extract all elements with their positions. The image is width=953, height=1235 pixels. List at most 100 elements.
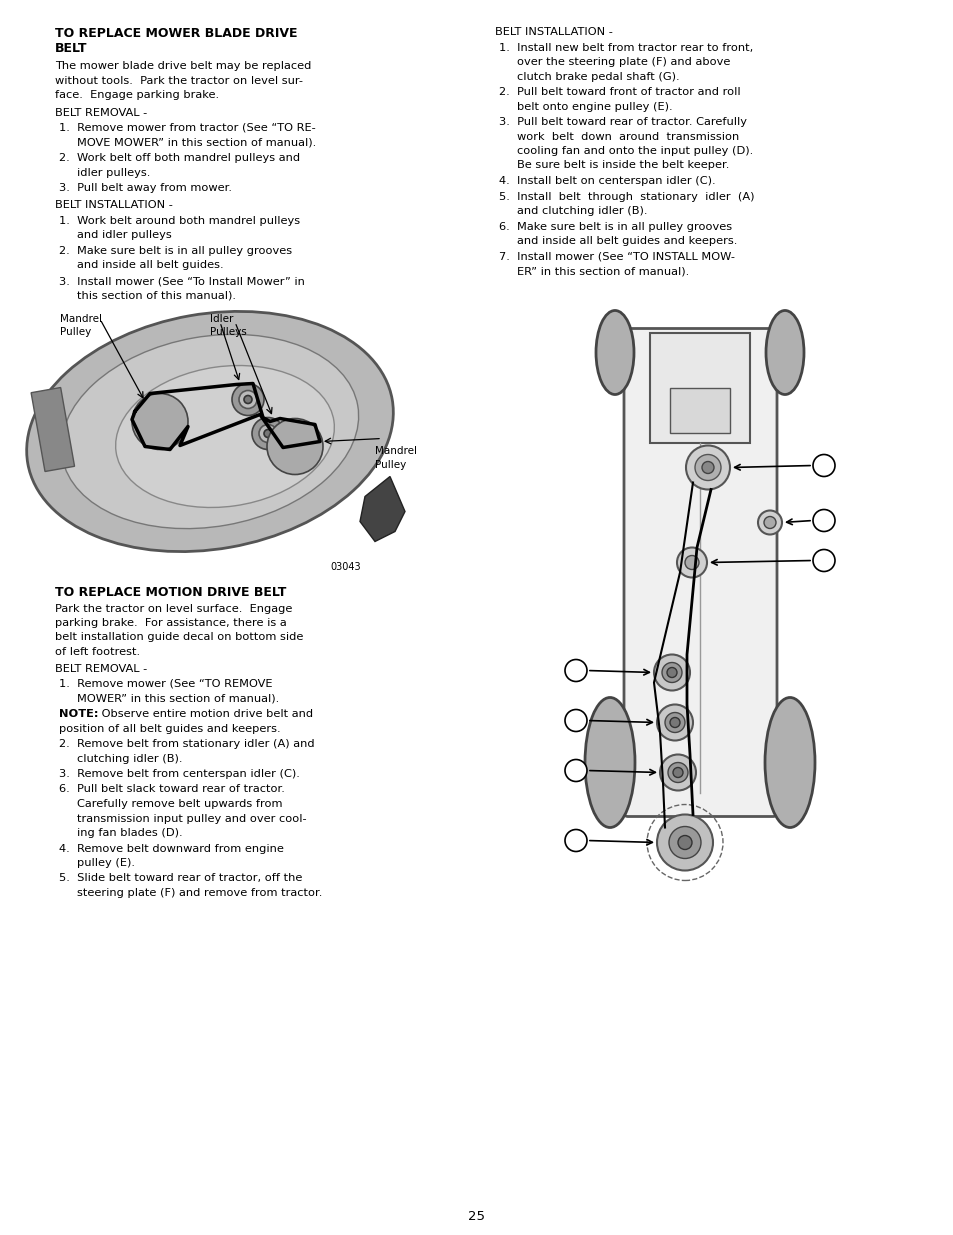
Circle shape xyxy=(678,836,691,850)
Ellipse shape xyxy=(27,311,393,552)
Circle shape xyxy=(564,830,586,851)
Circle shape xyxy=(264,430,272,437)
Text: clutch brake pedal shaft (G).: clutch brake pedal shaft (G). xyxy=(517,72,679,82)
Circle shape xyxy=(812,550,834,572)
Circle shape xyxy=(672,767,682,778)
Text: clutching idler (B).: clutching idler (B). xyxy=(77,753,182,763)
Text: belt installation guide decal on bottom side: belt installation guide decal on bottom … xyxy=(55,632,303,642)
Bar xyxy=(649,332,749,442)
Circle shape xyxy=(657,704,692,741)
Text: BELT: BELT xyxy=(55,42,88,56)
Circle shape xyxy=(152,414,168,430)
Text: 2.  Remove belt from stationary idler (A) and: 2. Remove belt from stationary idler (A)… xyxy=(59,739,314,748)
Text: without tools.  Park the tractor on level sur-: without tools. Park the tractor on level… xyxy=(55,75,303,85)
Text: 6.  Make sure belt is in all pulley grooves: 6. Make sure belt is in all pulley groov… xyxy=(498,221,731,231)
Text: F: F xyxy=(820,551,826,564)
Text: Mandrel: Mandrel xyxy=(375,447,416,457)
Text: of left footrest.: of left footrest. xyxy=(55,647,140,657)
Text: ER” in this section of manual).: ER” in this section of manual). xyxy=(517,266,688,275)
Text: over the steering plate (F) and above: over the steering plate (F) and above xyxy=(517,57,730,67)
Text: 2.  Work belt off both mandrel pulleys and: 2. Work belt off both mandrel pulleys an… xyxy=(59,153,300,163)
Circle shape xyxy=(142,404,178,440)
Circle shape xyxy=(239,390,256,409)
Circle shape xyxy=(564,709,586,731)
Text: G: G xyxy=(819,511,828,524)
Text: cooling fan and onto the input pulley (D).: cooling fan and onto the input pulley (D… xyxy=(517,146,753,156)
Text: 3.  Pull belt away from mower.: 3. Pull belt away from mower. xyxy=(59,183,232,193)
Text: TO REPLACE MOWER BLADE DRIVE: TO REPLACE MOWER BLADE DRIVE xyxy=(55,27,297,40)
Circle shape xyxy=(287,438,303,454)
Text: MOVE MOWER” in this section of manual).: MOVE MOWER” in this section of manual). xyxy=(77,137,315,147)
Text: TO REPLACE MOTION DRIVE BELT: TO REPLACE MOTION DRIVE BELT xyxy=(55,585,286,599)
Text: and idler pulleys: and idler pulleys xyxy=(77,231,172,241)
Text: The mower blade drive belt may be replaced: The mower blade drive belt may be replac… xyxy=(55,61,311,70)
Text: BELT REMOVAL -: BELT REMOVAL - xyxy=(55,663,147,673)
Text: 4.  Install belt on centerspan idler (C).: 4. Install belt on centerspan idler (C). xyxy=(498,177,715,186)
Text: Pulleys: Pulleys xyxy=(210,327,247,337)
Text: A: A xyxy=(572,661,579,674)
Ellipse shape xyxy=(765,310,803,394)
Text: 1.  Remove mower (See “TO REMOVE: 1. Remove mower (See “TO REMOVE xyxy=(59,679,273,689)
Text: transmission input pulley and over cool-: transmission input pulley and over cool- xyxy=(77,814,306,824)
Circle shape xyxy=(701,462,713,473)
Circle shape xyxy=(677,547,706,578)
Text: 1.  Work belt around both mandrel pulleys: 1. Work belt around both mandrel pulleys xyxy=(59,216,300,226)
Circle shape xyxy=(157,419,163,425)
Circle shape xyxy=(685,446,729,489)
Ellipse shape xyxy=(584,698,635,827)
Circle shape xyxy=(292,443,297,450)
Ellipse shape xyxy=(764,698,814,827)
Text: Be sure belt is inside the belt keeper.: Be sure belt is inside the belt keeper. xyxy=(517,161,729,170)
Circle shape xyxy=(252,417,284,450)
Text: 1.  Install new belt from tractor rear to front,: 1. Install new belt from tractor rear to… xyxy=(498,42,753,53)
Text: idler pulleys.: idler pulleys. xyxy=(77,168,151,178)
Text: Pulley: Pulley xyxy=(60,327,91,337)
Text: and inside all belt guides.: and inside all belt guides. xyxy=(77,261,223,270)
Text: Park the tractor on level surface.  Engage: Park the tractor on level surface. Engag… xyxy=(55,604,292,614)
Text: 5.  Slide belt toward rear of tractor, off the: 5. Slide belt toward rear of tractor, of… xyxy=(59,873,302,883)
Text: 7.  Install mower (See “TO INSTALL MOW-: 7. Install mower (See “TO INSTALL MOW- xyxy=(498,252,734,262)
Text: and clutching idler (B).: and clutching idler (B). xyxy=(517,206,647,216)
Text: E: E xyxy=(816,462,825,474)
Circle shape xyxy=(669,718,679,727)
Circle shape xyxy=(666,667,677,678)
Text: Carefully remove belt upwards from: Carefully remove belt upwards from xyxy=(77,799,282,809)
Text: steering plate (F) and remove from tractor.: steering plate (F) and remove from tract… xyxy=(77,888,322,898)
Text: ing fan blades (D).: ing fan blades (D). xyxy=(77,827,182,839)
Bar xyxy=(669,388,729,432)
Bar xyxy=(31,388,74,472)
Text: this section of this manual).: this section of this manual). xyxy=(77,290,235,300)
Ellipse shape xyxy=(115,366,334,508)
Circle shape xyxy=(267,419,323,474)
Text: BELT INSTALLATION -: BELT INSTALLATION - xyxy=(55,200,172,210)
Circle shape xyxy=(758,510,781,535)
Ellipse shape xyxy=(61,335,358,529)
Circle shape xyxy=(654,655,689,690)
Text: 03043: 03043 xyxy=(330,562,360,572)
Text: C: C xyxy=(571,761,579,774)
Text: 5.  Install  belt  through  stationary  idler  (A): 5. Install belt through stationary idler… xyxy=(498,191,754,201)
Text: Pulley: Pulley xyxy=(375,459,406,469)
Circle shape xyxy=(664,713,684,732)
Text: face.  Engage parking brake.: face. Engage parking brake. xyxy=(55,90,219,100)
Text: BELT REMOVAL -: BELT REMOVAL - xyxy=(55,107,147,117)
Circle shape xyxy=(667,762,687,783)
Circle shape xyxy=(812,454,834,477)
Text: MOWER” in this section of manual).: MOWER” in this section of manual). xyxy=(77,694,279,704)
Circle shape xyxy=(564,659,586,682)
Circle shape xyxy=(668,826,700,858)
Text: 3.  Pull belt toward rear of tractor. Carefully: 3. Pull belt toward rear of tractor. Car… xyxy=(498,117,746,127)
Text: and inside all belt guides and keepers.: and inside all belt guides and keepers. xyxy=(517,236,737,246)
Text: belt onto engine pulley (E).: belt onto engine pulley (E). xyxy=(517,101,672,111)
Text: B: B xyxy=(572,711,579,724)
Circle shape xyxy=(659,755,696,790)
Circle shape xyxy=(657,815,712,871)
Text: Observe entire motion drive belt and: Observe entire motion drive belt and xyxy=(98,709,313,719)
Circle shape xyxy=(132,394,188,450)
Text: 25: 25 xyxy=(468,1210,485,1224)
FancyBboxPatch shape xyxy=(623,329,776,816)
Text: 3.  Install mower (See “To Install Mower” in: 3. Install mower (See “To Install Mower”… xyxy=(59,275,305,287)
Text: BELT INSTALLATION -: BELT INSTALLATION - xyxy=(495,27,612,37)
Circle shape xyxy=(661,662,681,683)
Circle shape xyxy=(276,429,313,464)
